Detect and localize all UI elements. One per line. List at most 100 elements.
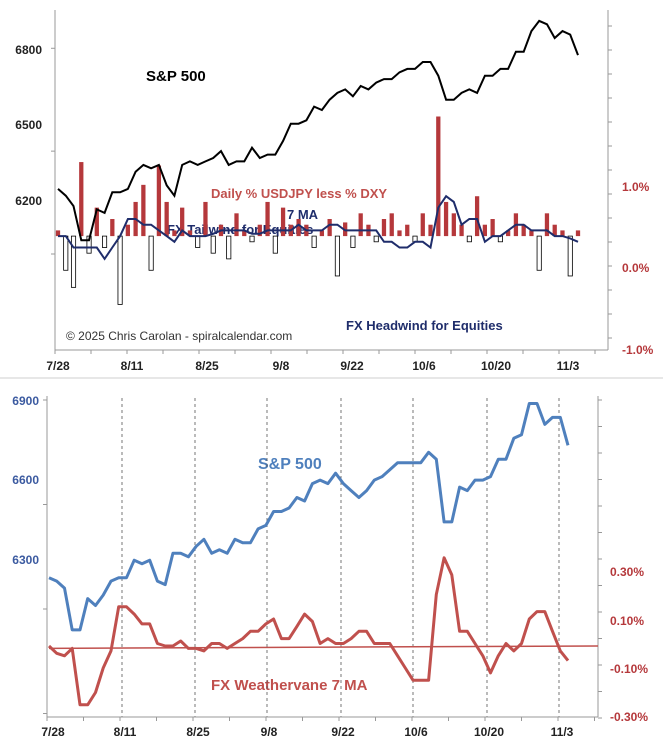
daily-fx-bar (521, 224, 526, 237)
daily-fx-bar (148, 235, 154, 271)
bottom-sp500-label: S&P 500 (258, 456, 322, 473)
daily-fx-bar (466, 235, 472, 243)
bottom-right-tick-label: -0.30% (610, 710, 648, 724)
daily-fx-bar (490, 219, 495, 237)
top-x-tick-label: 11/3 (557, 359, 580, 373)
daily-fx-bar (552, 224, 557, 237)
daily-fx-bar (567, 235, 573, 277)
daily-fx-bar (272, 235, 278, 254)
daily-fx-bar (63, 235, 69, 271)
daily-fx-bar (117, 235, 123, 305)
daily-fx-bar (482, 224, 487, 237)
bottom-right-tick-label: -0.10% (610, 662, 648, 676)
bottom-x-tick-label: 7/28 (41, 725, 65, 738)
top-x-tick-label: 8/11 (121, 359, 144, 373)
daily-fx-bar (265, 201, 270, 237)
top-left-tick-label: 6800 (15, 43, 42, 57)
daily-fx-bar (459, 224, 464, 237)
daily-fx-bar (381, 219, 387, 237)
sp500-label: S&P 500 (146, 68, 206, 85)
daily-fx-bar (451, 213, 456, 237)
daily-fx-bar (70, 235, 77, 288)
daily-fx-bar (195, 235, 201, 248)
daily-fx-bar (172, 230, 177, 237)
bottom-x-tick-label: 10/20 (474, 725, 504, 738)
daily-fx-bar (94, 207, 99, 237)
daily-fx-bar (389, 213, 394, 237)
daily-fx-bar (544, 213, 550, 237)
fx-weathervane-line (47, 556, 570, 707)
bottom-sp500-line (48, 402, 570, 632)
daily-fx-bar (242, 230, 247, 237)
bottom-left-tick-label: 6600 (12, 473, 39, 487)
daily-fx-bar (203, 201, 208, 237)
daily-fx-bar (443, 201, 449, 237)
daily-fx-bar (334, 235, 340, 277)
bottom-x-tick-label: 10/6 (404, 725, 428, 738)
daily-fx-bar (350, 235, 356, 248)
daily-fx-bar (210, 235, 216, 254)
daily-fx-bar (102, 235, 108, 248)
top-x-tick-label: 8/25 (195, 359, 219, 373)
top-left-tick-label: 6200 (15, 194, 42, 208)
daily-fx-bar (373, 235, 379, 243)
daily-fx-bar (180, 207, 185, 237)
top-x-tick-label: 7/28 (46, 359, 70, 373)
daily-fx-bar (405, 224, 410, 237)
bottom-right-tick-label: 0.30% (610, 565, 644, 579)
copyright-credit: © 2025 Chris Carolan - spiralcalendar.co… (66, 329, 292, 343)
ma7-line (58, 194, 579, 261)
bottom-x-tick-label: 11/3 (551, 725, 574, 738)
bottom-x-tick-label: 9/22 (331, 725, 355, 738)
top-right-tick-label: 0.0% (622, 261, 650, 275)
fx-headwind-label: FX Headwind for Equities (346, 318, 503, 333)
bottom-x-tick-label: 9/8 (261, 725, 278, 738)
top-x-tick-label: 10/6 (412, 359, 436, 373)
daily-fx-bar (428, 224, 433, 237)
bottom-x-tick-label: 8/25 (186, 725, 210, 738)
sp500-line (57, 19, 579, 242)
daily-fx-bar (474, 196, 480, 237)
daily-fx-bar (560, 230, 565, 237)
bottom-left-tick-label: 6900 (12, 394, 39, 408)
ma-label: 7 MA (287, 207, 319, 222)
daily-fx-bar (319, 230, 325, 237)
daily-fx-bar (164, 201, 169, 237)
daily-fx-bar (55, 230, 61, 237)
daily-fx-bar (397, 230, 402, 237)
daily-fx-label: Daily % USDJPY less % DXY (211, 186, 387, 201)
daily-fx-bar (296, 219, 301, 237)
top-left-tick-label: 6500 (15, 118, 42, 132)
daily-fx-bar (110, 219, 115, 237)
fx-weathervane-label: FX Weathervane 7 MA (211, 677, 368, 694)
daily-fx-bar (420, 213, 425, 237)
bottom-left-tick-label: 6300 (12, 553, 39, 567)
daily-fx-bar (234, 213, 239, 237)
daily-fx-bar (575, 230, 581, 237)
daily-fx-bar (280, 207, 286, 237)
daily-fx-bar (327, 219, 332, 237)
daily-fx-bar (226, 235, 232, 260)
fx-trendline (48, 645, 599, 650)
daily-fx-bar (529, 230, 534, 237)
bottom-right-tick-label: 0.10% (610, 614, 644, 628)
daily-fx-bar (311, 235, 317, 248)
daily-fx-bar (156, 165, 162, 237)
top-right-tick-label: -1.0% (622, 343, 654, 357)
daily-fx-bar (257, 224, 262, 237)
daily-fx-bar (187, 230, 193, 237)
daily-fx-bar (141, 184, 146, 237)
daily-fx-bar (125, 224, 130, 237)
daily-fx-bar (358, 213, 363, 237)
top-x-tick-label: 10/20 (481, 359, 511, 373)
top-right-tick-label: 1.0% (622, 180, 650, 194)
daily-fx-bar (506, 230, 511, 237)
bottom-x-tick-label: 8/11 (114, 725, 137, 738)
top-x-tick-label: 9/22 (340, 359, 364, 373)
daily-fx-bar (436, 116, 441, 237)
chart-marks-layer (43, 10, 612, 721)
daily-fx-bar (536, 235, 542, 271)
daily-fx-bar (79, 162, 84, 237)
